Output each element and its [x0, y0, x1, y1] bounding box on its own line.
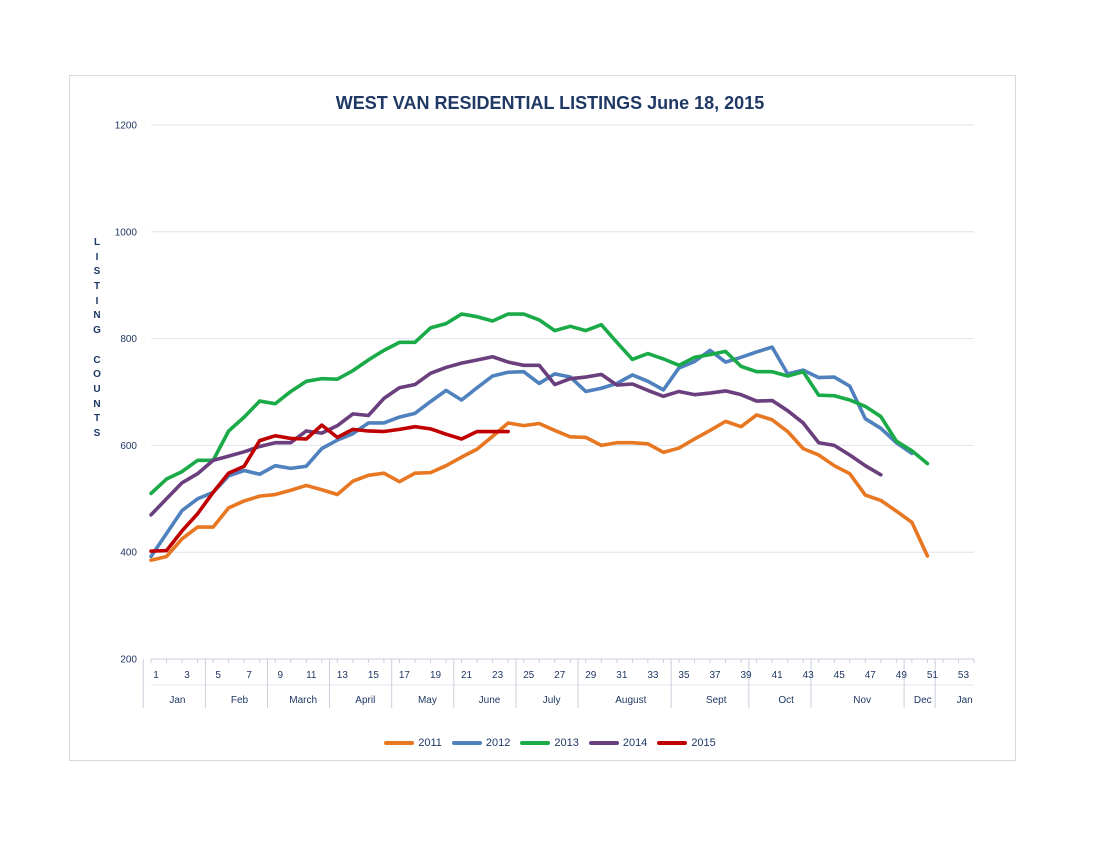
month-label: Jan [957, 695, 973, 706]
x-tick-label: 5 [215, 670, 221, 681]
legend: 2011 2012 2013 2014 2015 [0, 736, 1100, 749]
y-axis-label-letter: O [93, 369, 101, 381]
legend-item-2012: 2012 [451, 737, 511, 749]
legend-label: 2014 [622, 737, 648, 749]
month-label: Sept [706, 695, 727, 706]
y-axis-label-letter: C [93, 354, 101, 366]
y-axis-label-letter: N [93, 398, 101, 410]
legend-item-2015: 2015 [657, 737, 716, 749]
x-tick-label: 35 [678, 670, 690, 681]
x-tick-label: 49 [896, 670, 908, 681]
month-label: March [289, 695, 317, 706]
x-tick-label: 53 [958, 670, 970, 681]
x-tick-label: 19 [430, 670, 442, 681]
chart-frame [69, 75, 1016, 761]
legend-swatch [588, 741, 619, 745]
x-tick-label: 29 [585, 670, 597, 681]
series-line-2013 [149, 312, 930, 496]
month-label: May [418, 695, 437, 706]
y-axis-label-letter: T [93, 413, 101, 425]
month-label: August [615, 695, 646, 706]
month-label: July [543, 695, 561, 706]
series-line-2014 [149, 354, 883, 517]
legend-item-2011: 2011 [384, 737, 442, 749]
x-tick-label: 11 [306, 670, 317, 681]
y-axis-label-letter: S [93, 266, 101, 278]
x-tick-label: 37 [709, 670, 721, 681]
y-tick-label: 800 [120, 334, 137, 345]
y-axis-label-letter: T [93, 281, 101, 293]
x-tick-label: 23 [492, 670, 504, 681]
x-tick-label: 21 [461, 670, 473, 681]
x-tick-label: 1 [153, 670, 159, 681]
x-tick-label: 25 [523, 670, 535, 681]
legend-label: 2012 [485, 737, 511, 749]
series-line-2012 [149, 345, 914, 559]
x-tick-label: 39 [741, 670, 753, 681]
month-label: Feb [231, 695, 249, 706]
month-label: April [355, 695, 375, 706]
x-tick-label: 27 [554, 670, 566, 681]
y-tick-label: 200 [120, 655, 137, 666]
month-label: Nov [853, 695, 871, 706]
month-label: Dec [914, 695, 932, 706]
x-tick-label: 15 [368, 670, 380, 681]
y-axis-label-letter: N [93, 310, 101, 322]
y-axis-label-letter: U [93, 383, 101, 395]
legend-label: 2013 [554, 737, 579, 749]
y-axis-label-letter: I [95, 295, 99, 307]
x-tick-label: 47 [865, 670, 877, 681]
month-label: Jan [169, 695, 185, 706]
legend-swatch [657, 741, 688, 745]
x-tick-label: 51 [927, 670, 939, 681]
x-tick-label: 3 [184, 670, 190, 681]
y-tick-label: 600 [120, 441, 137, 452]
x-tick-label: 41 [772, 670, 784, 681]
x-tick-label: 9 [277, 670, 283, 681]
x-tick-label: 13 [337, 670, 349, 681]
legend-item-2013: 2013 [520, 737, 579, 749]
x-tick-label: 45 [834, 670, 846, 681]
legend-label: 2015 [691, 737, 716, 749]
x-tick-label: 7 [246, 670, 252, 681]
y-axis-label-letter: G [93, 325, 101, 337]
series-line-2011 [149, 413, 930, 563]
y-tick-label: 1200 [115, 121, 138, 132]
legend-swatch [451, 741, 482, 745]
x-tick-label: 33 [647, 670, 659, 681]
y-axis-label-letter: L [93, 237, 101, 248]
x-tick-label: 17 [399, 670, 411, 681]
y-axis-label-letter: S [93, 427, 101, 439]
y-tick-label: 1000 [115, 227, 138, 238]
legend-item-2014: 2014 [588, 737, 648, 749]
x-tick-label: 31 [616, 670, 628, 681]
chart-title: WEST VAN RESIDENTIAL LISTINGS June 18, 2… [335, 93, 765, 113]
month-label: June [479, 695, 501, 706]
y-tick-label: 400 [120, 548, 137, 559]
legend-swatch [520, 741, 551, 745]
y-axis-label-letter: I [95, 251, 99, 263]
series-line-2015 [149, 423, 510, 553]
legend-label: 2011 [418, 737, 442, 749]
month-label: Oct [778, 695, 794, 706]
legend-swatch [384, 741, 415, 745]
x-tick-label: 43 [803, 670, 815, 681]
